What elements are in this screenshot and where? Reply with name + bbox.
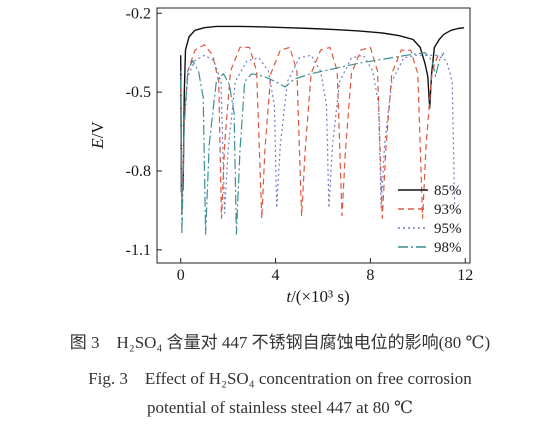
- series-line-93pct: [180, 44, 442, 219]
- x-tick-label: 0: [177, 267, 185, 284]
- x-tick-label: 12: [457, 267, 473, 284]
- potential-time-chart: 0 4 8 12 -0.2 -0.5 -0.8 -1.1 85% 93% 95% 98% E/V t…: [88, 5, 474, 306]
- legend: 85% 93% 95% 98%: [398, 183, 462, 256]
- x-axis-label-symbol: t: [286, 287, 292, 306]
- y-tick-label: -0.8: [126, 163, 151, 180]
- plot-frame: [156, 7, 471, 264]
- series-line-85pct: [180, 25, 465, 193]
- ticks-layer: 0 4 8 12 -0.2 -0.5 -0.8 -1.1: [126, 5, 474, 284]
- x-tick-label: 8: [366, 267, 374, 284]
- legend-label: 85%: [434, 183, 462, 199]
- figure-caption-english-line2: potential of stainless steel 447 at 80 ℃: [147, 398, 413, 417]
- x-axis-label: t/(×10³ s): [286, 287, 349, 306]
- y-axis-label: E/V: [88, 121, 107, 150]
- y-tick-label: -1.1: [126, 242, 151, 259]
- x-tick-label: 4: [272, 267, 280, 284]
- series-layer: [180, 25, 465, 235]
- x-axis-label-unit: /(×10³ s): [291, 287, 350, 306]
- legend-label: 95%: [434, 221, 462, 237]
- axes: [156, 7, 471, 264]
- y-axis-label-symbol: E: [88, 138, 107, 150]
- y-tick-label: -0.5: [126, 84, 151, 101]
- figure-caption-chinese: 图 3 H₂SO₄ 含量对 447 不锈钢自腐蚀电位的影响(80 ℃): [69, 333, 491, 352]
- series-line-98pct: [180, 52, 445, 235]
- legend-label: 98%: [434, 240, 462, 256]
- legend-label: 93%: [434, 202, 462, 218]
- y-axis-label-unit: /V: [88, 121, 107, 139]
- y-tick-label: -0.2: [126, 5, 151, 22]
- figure-caption-english-line1: Fig. 3 Effect of H₂SO₄ concentration on …: [88, 369, 472, 388]
